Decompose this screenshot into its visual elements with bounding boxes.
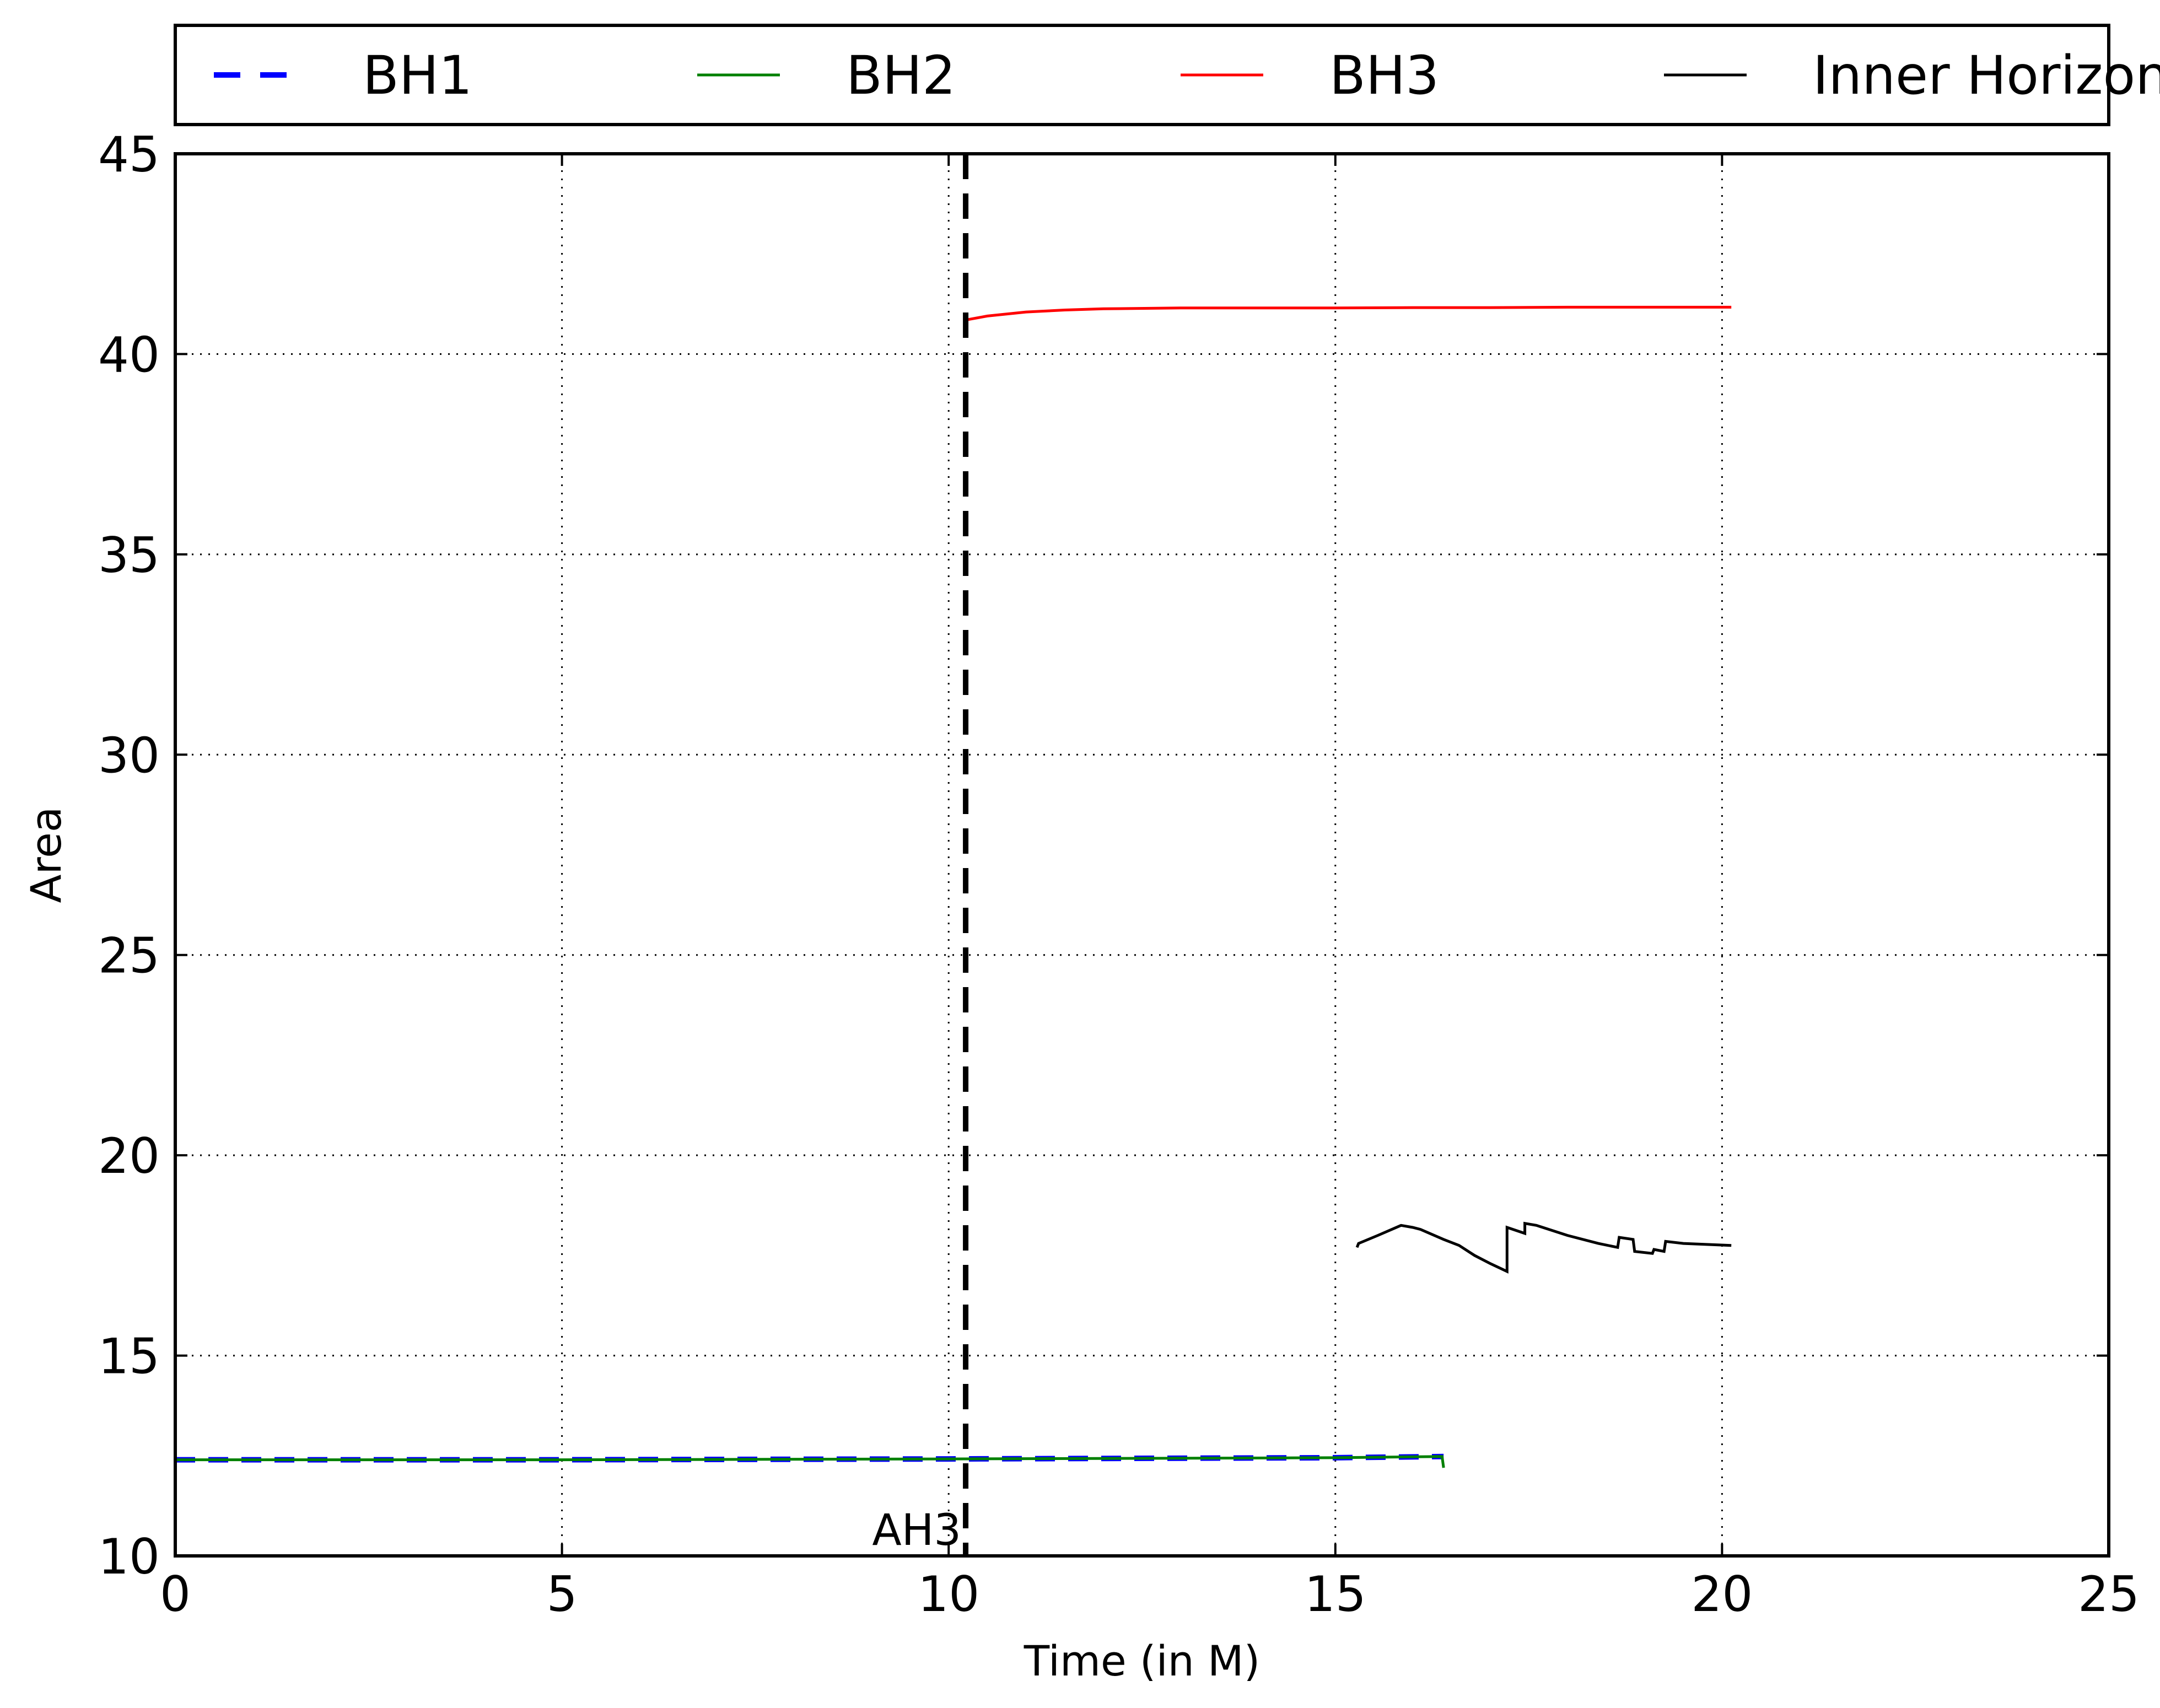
legend-label-bh1: BH1 [363, 45, 472, 106]
y-tick-label: 15 [98, 1328, 160, 1385]
annotation-layer: AH3 [872, 154, 969, 1556]
y-tick-label: 35 [98, 527, 160, 584]
x-tick-label: 25 [2078, 1566, 2140, 1623]
legend-label-bh3: BH3 [1329, 45, 1439, 106]
tick-layer: 0 5 10 15 20 25 10 15 20 25 30 35 40 45 [98, 126, 2140, 1623]
y-tick-label: 40 [98, 326, 160, 383]
series-line-bh2 [175, 1455, 1445, 1468]
y-tick-label: 25 [98, 928, 160, 984]
legend: BH1 BH2 BH3 Inner Horizon [174, 24, 2160, 126]
legend-label-inner-horizon: Inner Horizon [1813, 45, 2160, 106]
series-line-bh3 [965, 305, 1732, 322]
plot-frame [174, 152, 2110, 1558]
x-tick-label: 5 [547, 1566, 578, 1623]
y-tick-label: 20 [98, 1128, 160, 1184]
series-line-inner-horizon [1355, 1221, 1732, 1274]
x-tick-label: 15 [1305, 1566, 1366, 1623]
y-tick-label: 10 [98, 1528, 160, 1585]
x-tick-label: 0 [160, 1566, 191, 1623]
series-layer [175, 305, 1732, 1468]
y-tick-label: 30 [98, 727, 160, 784]
y-tick-label: 45 [98, 126, 160, 183]
x-axis-label: Time (in M) [1024, 1636, 1260, 1685]
x-tick-label: 10 [918, 1566, 979, 1623]
legend-label-bh2: BH2 [846, 45, 956, 106]
y-axis-label: Area [21, 807, 71, 903]
annotation-label-ah3: AH3 [872, 1506, 961, 1555]
x-tick-label: 20 [1691, 1566, 1753, 1623]
legend-box [174, 24, 2110, 126]
